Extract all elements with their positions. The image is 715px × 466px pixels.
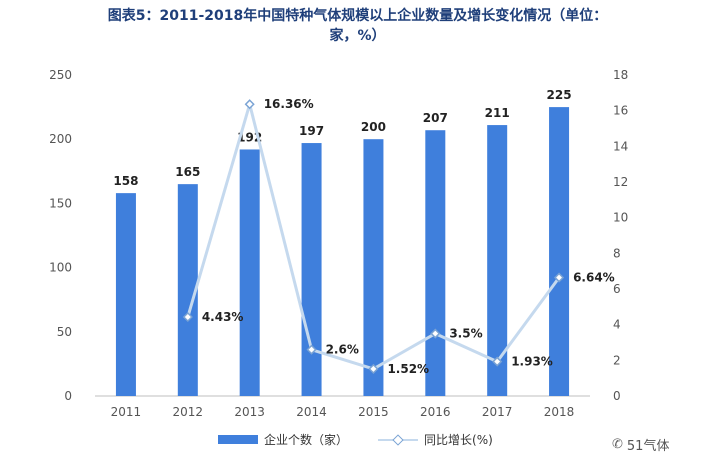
legend: 企业个数（家） 同比增长(%) xyxy=(218,431,493,448)
growth-point xyxy=(492,356,503,367)
legend-item-bars: 企业个数（家） xyxy=(218,431,348,448)
right-tick-label: 12 xyxy=(613,175,628,189)
x-tick-label: 2011 xyxy=(111,405,142,419)
growth-data-label: 4.43% xyxy=(202,310,244,324)
legend-bar-swatch xyxy=(218,435,258,444)
line-series xyxy=(182,99,565,374)
brand-text: 51气体 xyxy=(626,439,670,454)
chart-title: 图表5：2011-2018年中国特种气体规模以上企业数量及增长变化情况（单位： … xyxy=(0,6,715,46)
bar-data-label: 158 xyxy=(113,174,138,188)
growth-data-label: 16.36% xyxy=(264,97,314,111)
right-tick-label: 4 xyxy=(613,318,621,332)
x-tick-label: 2017 xyxy=(482,405,513,419)
x-tick-label: 2014 xyxy=(296,405,327,419)
x-tick-label: 2012 xyxy=(173,405,204,419)
bar-data-label: 211 xyxy=(485,106,510,120)
growth-point xyxy=(306,344,317,355)
bar-data-label: 197 xyxy=(299,124,324,138)
growth-data-label: 3.5% xyxy=(449,327,482,341)
right-tick-label: 14 xyxy=(613,139,628,153)
growth-data-label: 6.64% xyxy=(573,271,615,285)
left-tick-label: 0 xyxy=(64,389,72,403)
bar xyxy=(177,184,198,396)
bar xyxy=(239,149,260,396)
x-tick-label: 2018 xyxy=(544,405,575,419)
left-tick-label: 250 xyxy=(49,68,72,82)
growth-point xyxy=(368,363,379,374)
growth-data-label: 1.52% xyxy=(387,362,429,376)
chart-title-line-1: 图表5：2011-2018年中国特种气体规模以上企业数量及增长变化情况（单位： xyxy=(107,8,608,24)
x-axis: 2011 2012 2013 2014 2015 2016 2017 2018 xyxy=(95,395,590,419)
bar xyxy=(487,125,508,397)
bar xyxy=(425,130,446,396)
right-tick-label: 6 xyxy=(613,282,621,296)
bar xyxy=(301,143,322,396)
line-labels: 4.43% 16.36% 2.6% 1.52% 3.5% 1.93% 6.64% xyxy=(202,97,615,376)
growth-data-label: 2.6% xyxy=(326,343,359,357)
legend-item-line: 同比增长(%) xyxy=(378,431,493,448)
legend-bar-label: 企业个数（家） xyxy=(264,433,349,447)
bar-data-label: 207 xyxy=(423,111,448,125)
bar-data-label: 200 xyxy=(361,120,386,134)
left-tick-label: 50 xyxy=(57,325,72,339)
chart-title-line-2: 家，%） xyxy=(329,28,386,44)
growth-point xyxy=(554,272,565,283)
bar xyxy=(549,107,570,396)
growth-data-label: 1.93% xyxy=(511,355,553,369)
right-axis: 0 2 4 6 8 10 12 14 16 18 xyxy=(613,68,628,403)
right-tick-label: 0 xyxy=(613,389,621,403)
bar-data-label: 225 xyxy=(547,88,572,102)
right-tick-label: 2 xyxy=(613,353,621,367)
bar xyxy=(363,139,384,396)
left-tick-label: 100 xyxy=(49,261,72,275)
left-tick-label: 200 xyxy=(49,132,72,146)
left-axis: 0 50 100 150 200 250 xyxy=(49,68,72,403)
x-tick-label: 2016 xyxy=(420,405,451,419)
right-tick-label: 18 xyxy=(613,68,628,82)
x-tick-label: 2015 xyxy=(358,405,389,419)
right-tick-label: 8 xyxy=(613,246,621,260)
legend-line-swatch xyxy=(378,434,419,446)
bar-data-label: 165 xyxy=(175,165,200,179)
bar-series xyxy=(115,107,570,397)
wechat-icon: ✆ xyxy=(612,437,623,452)
x-tick-label: 2013 xyxy=(234,405,265,419)
legend-line-label: 同比增长(%) xyxy=(424,433,493,447)
brand-mark: ✆ 51气体 xyxy=(612,435,669,454)
left-tick-label: 150 xyxy=(49,196,72,210)
growth-point xyxy=(430,328,441,339)
right-tick-label: 16 xyxy=(613,104,628,118)
right-tick-label: 10 xyxy=(613,211,628,225)
growth-point xyxy=(244,99,255,110)
bar xyxy=(115,193,136,396)
growth-point xyxy=(182,311,193,323)
